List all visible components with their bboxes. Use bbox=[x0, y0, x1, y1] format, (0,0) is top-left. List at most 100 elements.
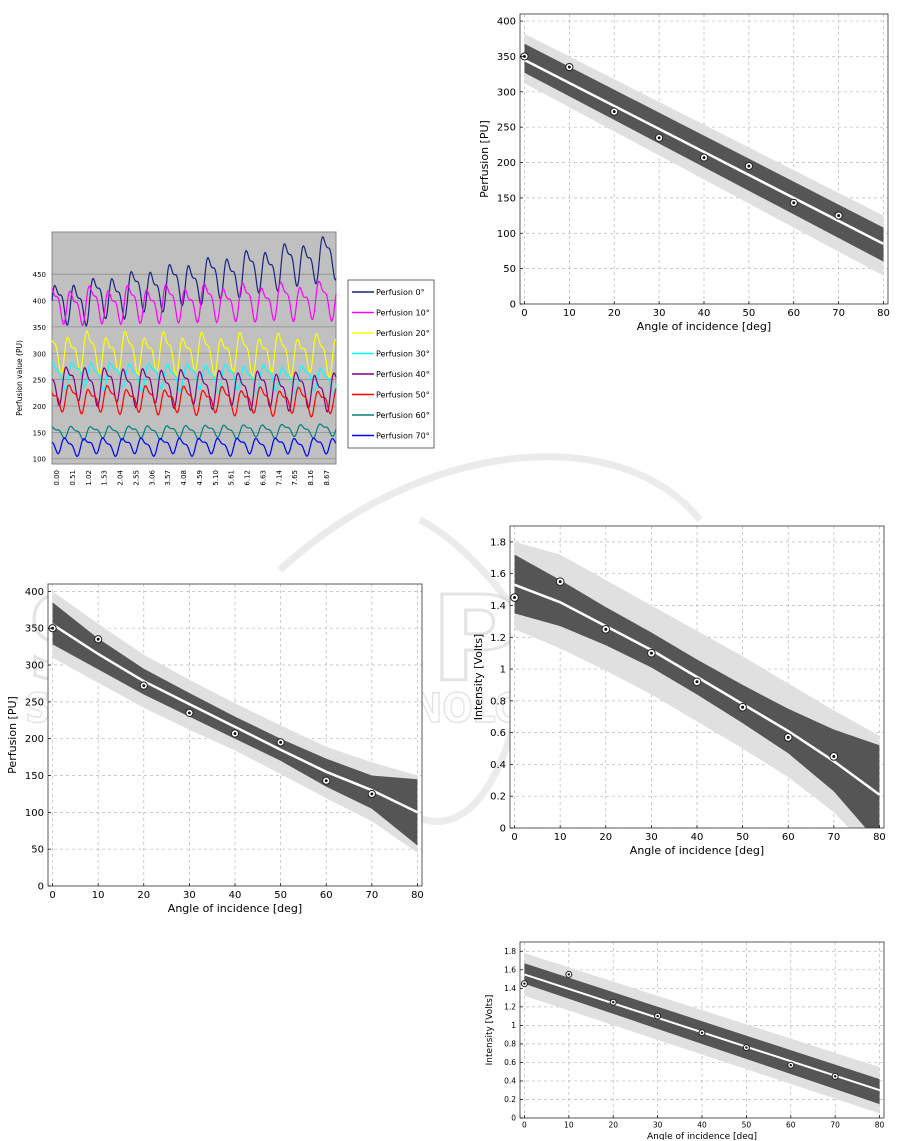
x-tick-label: 40 bbox=[691, 832, 704, 843]
y-tick-label: 0 bbox=[38, 882, 44, 893]
x-tick-label: 60 bbox=[786, 1121, 796, 1130]
plot-area bbox=[51, 231, 337, 465]
data-point-center bbox=[612, 110, 616, 114]
x-tick-label: 60 bbox=[787, 308, 800, 319]
x-tick-label: 10 bbox=[92, 890, 105, 901]
y-tick-label: 1 bbox=[500, 665, 506, 676]
legend-entry: Perfusion 20° bbox=[376, 329, 430, 338]
x-tick-label: 2.55 bbox=[132, 470, 140, 486]
x-tick-label: 60 bbox=[320, 890, 333, 901]
x-tick-label: 4.08 bbox=[180, 470, 188, 486]
series-line-6 bbox=[51, 423, 337, 441]
data-point-center bbox=[51, 626, 55, 630]
y-tick-label: 0.8 bbox=[504, 1040, 516, 1049]
data-point-center bbox=[745, 1046, 748, 1049]
data-point-center bbox=[96, 637, 100, 641]
data-point-center bbox=[700, 1031, 704, 1034]
x-tick-label: 30 bbox=[653, 1121, 663, 1130]
y-tick-label: 250 bbox=[497, 123, 516, 134]
y-tick-label: 50 bbox=[503, 264, 516, 275]
x-tick-label: 6.63 bbox=[259, 470, 267, 486]
x-axis-label: Angle of incidence [deg] bbox=[630, 844, 764, 857]
x-tick-label: 70 bbox=[365, 890, 378, 901]
x-tick-label: 1.02 bbox=[85, 470, 93, 486]
legend-entry: Perfusion 60° bbox=[376, 411, 430, 420]
y-tick-label: 300 bbox=[33, 350, 46, 358]
x-tick-label: 20 bbox=[608, 308, 621, 319]
y-tick-label: 0.4 bbox=[490, 760, 506, 771]
x-tick-label: 2.04 bbox=[117, 469, 125, 485]
x-tick-label: 0.51 bbox=[69, 470, 77, 486]
y-tick-label: 250 bbox=[33, 377, 46, 385]
y-tick-label: 1.8 bbox=[504, 947, 516, 956]
y-tick-label: 1.4 bbox=[504, 984, 516, 993]
x-tick-label: 50 bbox=[736, 832, 749, 843]
series-line-1 bbox=[51, 280, 337, 327]
x-tick-label: 0 bbox=[522, 1121, 527, 1130]
y-tick-label: 100 bbox=[25, 808, 44, 819]
y-tick-label: 0 bbox=[510, 300, 516, 311]
series-line-5 bbox=[51, 384, 337, 418]
data-point-center bbox=[558, 580, 562, 584]
x-tick-label: 70 bbox=[830, 1121, 840, 1130]
data-point-center bbox=[279, 740, 283, 744]
x-tick-label: 0 bbox=[511, 832, 517, 843]
perfusion-curved-chart: 0 10 20 30 40 50 60 70 80 0 50 100 150 200 250 300 350 40… bbox=[6, 583, 424, 915]
data-point-center bbox=[786, 735, 790, 739]
data-point-center bbox=[523, 982, 526, 985]
x-tick-label: 7.65 bbox=[291, 470, 299, 486]
x-tick-label: 80 bbox=[875, 1121, 885, 1130]
intensity-curved-chart: 0 10 20 30 40 50 60 70 80 0 0.2 0.4 0.6 0.8 1 1.2 1.4 1.6… bbox=[472, 525, 886, 857]
data-point-center bbox=[747, 164, 751, 168]
y-tick-label: 300 bbox=[25, 661, 44, 672]
series-line-7 bbox=[51, 437, 337, 458]
y-tick-label: 0 bbox=[511, 1114, 516, 1123]
x-tick-label: 40 bbox=[229, 890, 242, 901]
y-tick-label: 200 bbox=[25, 734, 44, 745]
x-tick-label: 20 bbox=[137, 890, 150, 901]
x-tick-label: 80 bbox=[877, 308, 890, 319]
x-tick-label: 0 bbox=[521, 308, 527, 319]
x-tick-label: 3.57 bbox=[164, 470, 172, 486]
x-tick-label: 80 bbox=[411, 890, 424, 901]
y-tick-label: 0.2 bbox=[504, 1095, 516, 1104]
data-point-center bbox=[833, 1075, 837, 1078]
x-tick-label: 0 bbox=[49, 890, 55, 901]
x-tick-label: 5.10 bbox=[212, 470, 220, 486]
x-tick-label: 50 bbox=[742, 1121, 752, 1130]
perfusion-linear-chart: 0 10 20 30 40 50 60 70 80 0 50 100 150 200 250 300 350 40… bbox=[478, 13, 890, 333]
x-tick-label: 0.00 bbox=[53, 470, 61, 486]
y-tick-label: 350 bbox=[33, 324, 46, 332]
data-point-center bbox=[649, 651, 653, 655]
data-point-center bbox=[656, 1014, 659, 1018]
y-axis-label: Perfusion value (PU) bbox=[15, 340, 24, 416]
x-tick-label: 70 bbox=[827, 832, 840, 843]
y-tick-label: 0.8 bbox=[490, 696, 506, 707]
y-tick-label: 0.6 bbox=[490, 728, 506, 739]
series-line-3 bbox=[51, 361, 337, 395]
y-tick-label: 200 bbox=[33, 403, 46, 411]
data-point-center bbox=[513, 596, 517, 600]
y-axis-label: Perfusion [PU] bbox=[478, 120, 491, 198]
x-tick-label: 30 bbox=[183, 890, 196, 901]
y-tick-label: 150 bbox=[497, 193, 516, 204]
x-axis-label: Angle of incidence [deg] bbox=[168, 902, 302, 915]
x-tick-label: 50 bbox=[743, 308, 756, 319]
data-point-center bbox=[142, 684, 146, 688]
y-tick-label: 200 bbox=[497, 158, 516, 169]
x-tick-label: 10 bbox=[554, 832, 567, 843]
x-tick-label: 6.12 bbox=[244, 470, 252, 486]
x-tick-label: 8.67 bbox=[323, 470, 331, 486]
y-tick-label: 400 bbox=[33, 298, 46, 306]
x-tick-label: 10 bbox=[564, 1121, 574, 1130]
x-tick-label: 80 bbox=[873, 832, 886, 843]
series-line-2 bbox=[51, 330, 337, 378]
y-tick-label: 150 bbox=[25, 771, 44, 782]
legend bbox=[347, 279, 435, 449]
y-tick-label: 250 bbox=[25, 697, 44, 708]
data-point-center bbox=[233, 732, 237, 735]
data-point-center bbox=[612, 1001, 615, 1004]
y-tick-label: 1.2 bbox=[504, 1002, 516, 1011]
series-line-0 bbox=[51, 236, 337, 327]
data-point-center bbox=[523, 54, 526, 58]
